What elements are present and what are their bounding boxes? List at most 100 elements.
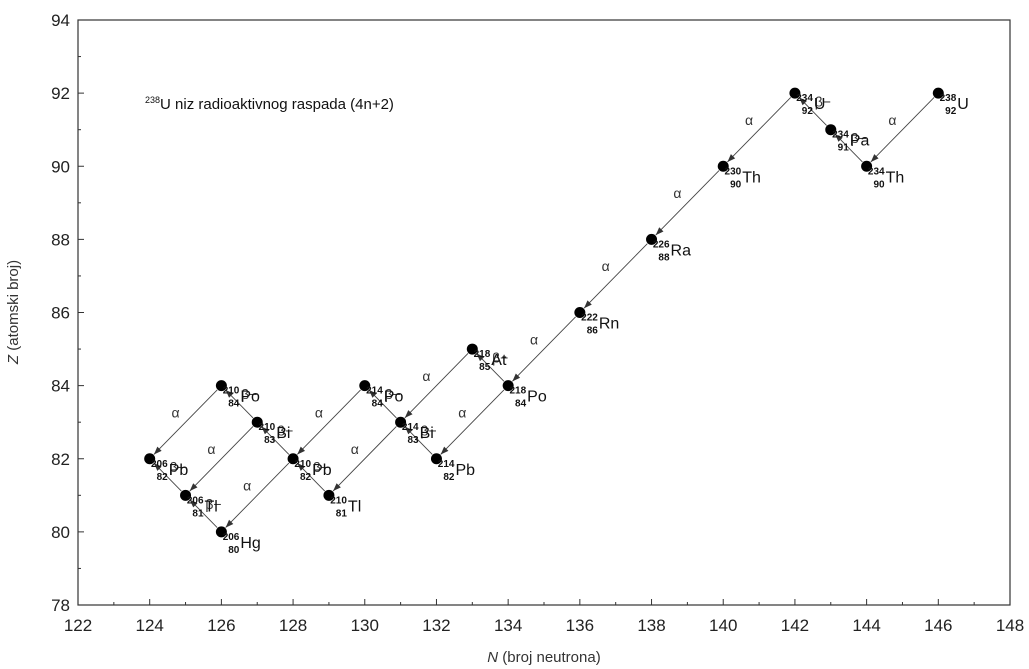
nuclide-mass-number: 222 — [581, 313, 598, 324]
annotation-text: U niz radioaktivnog raspada (4n+2) — [160, 96, 394, 113]
decay-arrowhead — [404, 426, 413, 435]
nuclide-point — [466, 343, 478, 355]
decay-arrowhead — [153, 446, 162, 455]
axes: 122 124 126 128 130 132 134 136 138 140 142 144 146 1… — [51, 11, 1024, 635]
x-tick-label: 142 — [781, 616, 809, 635]
decay-type-label: α — [530, 331, 538, 347]
nuclide-mass-number: 226 — [653, 239, 670, 250]
nuclide-symbol: Pb — [455, 462, 475, 479]
decay-type-label: α — [351, 441, 359, 457]
annotation-mass: 238 — [145, 95, 160, 105]
decay-arrow — [225, 462, 290, 528]
nuclide-symbol: At — [491, 352, 507, 369]
y-tick-label: 80 — [51, 523, 70, 542]
nuclide-mass-number: 206 — [187, 495, 204, 506]
nuclide-symbol: Bi — [420, 425, 434, 442]
x-tick-label: 124 — [136, 616, 164, 635]
decay-arrowhead — [870, 154, 879, 162]
decay-arrowhead — [834, 133, 843, 142]
nuclide-atomic-number: 80 — [228, 545, 240, 556]
decay-arrow — [153, 389, 218, 455]
decay-type-label: α — [171, 404, 179, 420]
nuclide-symbol: Rn — [599, 316, 619, 333]
decay-arrowhead — [297, 463, 306, 471]
x-tick-label: 140 — [709, 616, 737, 635]
decay-type-label: β− — [169, 459, 185, 475]
decay-arrowhead — [404, 410, 413, 418]
decay-type-label: α — [315, 404, 323, 420]
x-tick-label: 126 — [207, 616, 235, 635]
nuclide-point — [861, 160, 873, 172]
nuclide-symbol: Tl — [348, 498, 361, 515]
nuclide-point — [502, 380, 514, 392]
nuclide-symbol: Pb — [169, 462, 189, 479]
nuclide-symbol: Pb — [312, 462, 332, 479]
decay-type-label: β− — [277, 423, 293, 439]
nuclide-symbol: Th — [742, 169, 761, 186]
decay-arrowhead — [368, 389, 377, 398]
nuclide-mass-number: 234 — [796, 93, 813, 104]
nuclide-mass-number: 218 — [474, 349, 491, 360]
nuclide-points — [144, 87, 944, 538]
nuclide-atomic-number: 84 — [515, 399, 527, 410]
nuclide-symbol: Hg — [240, 535, 260, 552]
decay-type-label: α — [888, 112, 896, 128]
decay-type-label: β− — [241, 386, 257, 402]
nuclide-symbol: Po — [240, 389, 260, 406]
nuclide-point — [789, 87, 801, 99]
y-axis-var: Z — [5, 354, 22, 365]
decay-type-label: α — [745, 112, 753, 128]
decay-type-label: α — [243, 478, 251, 494]
nuclide-atomic-number: 90 — [730, 179, 742, 190]
nuclide-atomic-number: 84 — [228, 399, 240, 410]
x-tick-label: 144 — [852, 616, 880, 635]
decay-arrowhead — [799, 97, 807, 106]
decay-type-label: β− — [492, 350, 508, 366]
decay-arrowhead — [512, 373, 521, 382]
nuclide-point — [144, 453, 156, 465]
nuclide-point — [825, 124, 837, 136]
nuclide-mass-number: 234 — [868, 166, 885, 177]
nuclide-mass-number: 210 — [259, 422, 276, 433]
nuclide-mass-number: 210 — [223, 386, 240, 397]
nuclide-atomic-number: 83 — [264, 435, 276, 446]
decay-arrowhead — [297, 446, 306, 455]
decay-arrows: α β− β− α α α α β− α α β− β− α α β− β− α β− α α β− β− — [153, 94, 935, 528]
x-axis-title: N (broj neutrona) — [487, 649, 600, 666]
nuclide-mass-number: 214 — [402, 422, 419, 433]
decay-arrow — [404, 353, 469, 419]
nuclide-point — [395, 416, 407, 428]
x-axis-var: N — [487, 649, 498, 666]
nuclide-mass-number: 214 — [438, 459, 455, 470]
nuclide-point — [646, 233, 658, 245]
nuclide-mass-number: 238 — [940, 93, 957, 104]
nuclide-symbol: U — [814, 96, 826, 113]
nuclide-point — [251, 416, 263, 428]
x-tick-label: 138 — [637, 616, 665, 635]
decay-type-label: β− — [385, 386, 401, 402]
nuclide-point — [215, 380, 227, 392]
nuclide-atomic-number: 90 — [873, 179, 885, 190]
nuclide-symbol: Bi — [276, 425, 290, 442]
decay-arrow — [512, 316, 576, 382]
nuclide-atomic-number: 84 — [372, 399, 384, 410]
y-tick-label: 84 — [51, 377, 70, 396]
decay-type-label: β− — [815, 94, 831, 110]
nuclide-point — [323, 489, 335, 501]
decay-arrow — [655, 170, 720, 236]
nuclide-mass-number: 214 — [366, 386, 383, 397]
decay-arrowhead — [655, 227, 664, 236]
nuclide-atomic-number: 82 — [300, 472, 312, 483]
decay-arrow — [296, 389, 361, 455]
nuclide-mass-number: 218 — [509, 386, 526, 397]
nuclide-symbol: Po — [384, 389, 404, 406]
decay-arrowhead — [261, 426, 270, 435]
nuclide-symbol: Th — [886, 169, 905, 186]
y-tick-label: 90 — [51, 157, 70, 176]
nuclide-atomic-number: 86 — [587, 326, 599, 337]
decay-arrowhead — [584, 300, 592, 309]
nuclide-point — [359, 380, 371, 392]
x-tick-label: 148 — [996, 616, 1024, 635]
y-axis-text: (atomski broj) — [5, 260, 22, 355]
x-tick-label: 130 — [351, 616, 379, 635]
